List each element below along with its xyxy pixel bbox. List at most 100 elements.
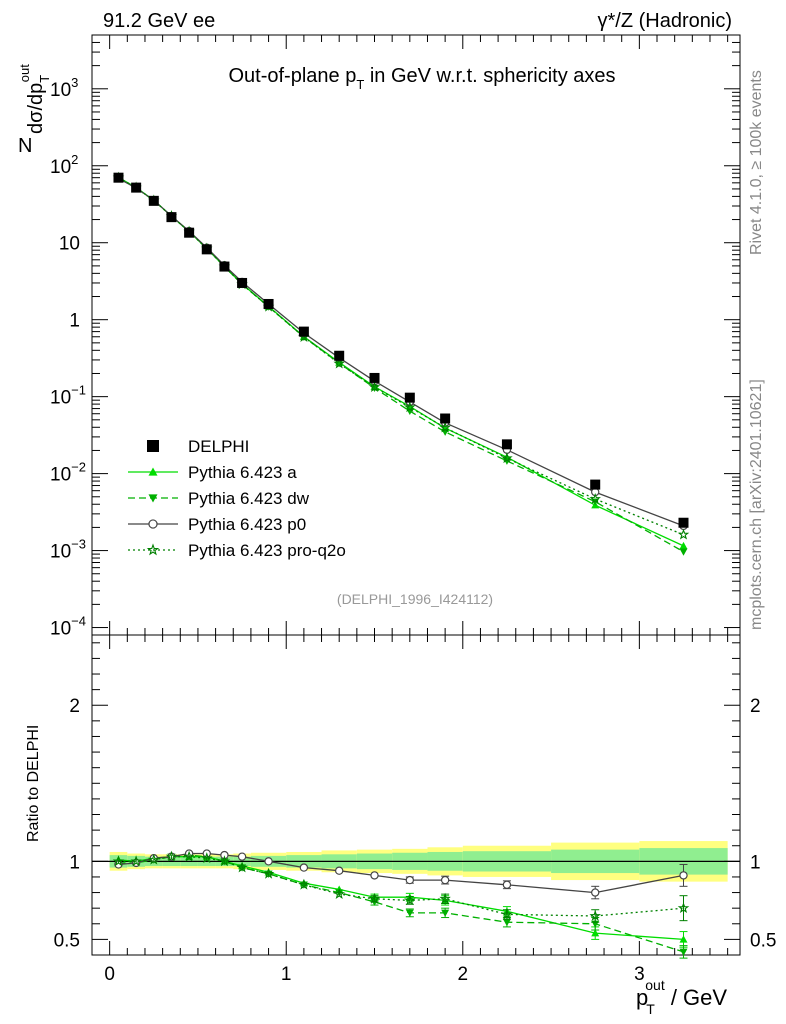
legend-marker [147, 440, 159, 452]
ratio-data [112, 849, 690, 959]
tick-exp: 3 [71, 75, 78, 90]
main-series-point [589, 492, 601, 504]
header-right: γ*/Z (Hadronic) [598, 10, 732, 32]
main-data-point [404, 392, 415, 403]
legend-label: Pythia 6.423 a [188, 463, 297, 482]
x-tick-label: 3 [634, 964, 645, 985]
rivet-label: Rivet 4.1.0, ≥ 100k events [748, 70, 765, 255]
main-series-point [439, 421, 451, 433]
ratio-series-point [148, 853, 160, 865]
ratio-axis: 0 1 2 3 0.5 0.5 1 1 2 2 [54, 635, 776, 985]
main-data-point [148, 195, 159, 206]
ylabel-main: dσ/dp [25, 83, 47, 134]
ratio-series-point [589, 909, 601, 921]
x-tick-label: 0 [104, 964, 115, 985]
main-data-point [237, 277, 248, 288]
ratio-series-point [183, 850, 195, 862]
ratio-series-point [677, 902, 690, 913]
ratio-series-point [502, 880, 512, 889]
ylabel-n: N [18, 135, 32, 157]
ylabel-sub: T [37, 75, 52, 83]
ratio-series-point [333, 888, 345, 900]
tick-exp: −3 [71, 537, 86, 552]
main-data-point [201, 244, 212, 255]
header-left: 91.2 GeV ee [103, 10, 215, 32]
ratio-series-point [591, 888, 600, 897]
tick-base: 10 [50, 388, 71, 409]
legend-marker [146, 543, 160, 556]
main-data-point [501, 439, 512, 450]
main-y-tick-label: 10−1 [50, 383, 86, 409]
main-series-point [679, 541, 688, 550]
ratio-series-point [130, 855, 142, 867]
ratio-series-point [218, 855, 231, 867]
main-y-tick-label: 10−4 [50, 614, 86, 640]
tick-base: 10 [50, 619, 71, 640]
tick-base: 10 [50, 465, 71, 486]
main-panel: Out-of-plane pT in GeV w.r.t. sphericity… [17, 34, 741, 640]
legend: DELPHI Pythia 6.423 a Pythia 6.423 dw Pythi… [128, 437, 346, 560]
ratio-series-point [679, 871, 688, 880]
legend-label: Pythia 6.423 dw [188, 489, 310, 508]
main-y-tick-label: 10−3 [50, 537, 86, 563]
x-tick-label: 1 [281, 964, 292, 985]
ratio-series-point [236, 861, 248, 873]
ratio-series-point [441, 909, 450, 917]
main-data-point [113, 172, 124, 183]
ratio-y-tick-label-right: 1 [750, 852, 761, 873]
main-y-tick-label: 1 [69, 311, 80, 332]
ratio-series-point [201, 852, 213, 864]
legend-marker [148, 519, 158, 529]
x-axis-label: pTout / GeV [636, 977, 727, 1017]
xlabel-p: p [636, 985, 648, 1010]
main-series-point [333, 357, 345, 369]
ratio-series-point [679, 935, 688, 943]
ratio-series-point [439, 892, 451, 904]
legend-label: Pythia 6.423 pro-q2o [188, 541, 346, 560]
legend-marker [148, 494, 158, 503]
main-y-tick-label: 102 [50, 152, 78, 178]
main-data-point [590, 479, 601, 490]
ratio-series-point [112, 855, 125, 867]
main-data-point [440, 413, 451, 424]
main-data-point [678, 517, 689, 528]
main-data-point [219, 261, 230, 272]
mcplots-label: mcplots.cern.ch [arXiv:2401.10621] [748, 379, 765, 630]
ratio-series-point [220, 850, 229, 860]
ratio-series-point [298, 878, 310, 890]
title-main: Out-of-plane p [228, 65, 356, 87]
main-series-point [677, 528, 690, 540]
legend-marker [148, 467, 158, 476]
legend-label: DELPHI [188, 437, 249, 456]
legend-label: Pythia 6.423 p0 [188, 515, 306, 534]
tick-exp: −1 [71, 383, 86, 398]
ratio-series-point [368, 892, 381, 904]
xlabel-sub: T [646, 1001, 655, 1017]
ratio-series-point [501, 908, 513, 920]
main-data-point [298, 326, 309, 337]
tick-exp: 2 [71, 152, 78, 167]
main-series-point [368, 381, 381, 393]
ratio-y-tick-label-right: 2 [750, 696, 761, 717]
main-data-point [184, 227, 195, 238]
ratio-y-tick-label: 1 [69, 852, 80, 873]
tick-base: 10 [50, 157, 71, 178]
main-data-point [369, 372, 380, 383]
watermark: (DELPHI_1996_I424112) [337, 591, 493, 607]
ratio-series-point [370, 871, 379, 880]
ratio-series-point [591, 929, 600, 937]
ratio-series-point [502, 919, 511, 927]
xlabel-rest: / GeV [665, 985, 728, 1010]
ratio-y-tick-label: 2 [69, 696, 80, 717]
ratio-frame [91, 634, 741, 956]
ratio-series-point [334, 866, 344, 875]
tick-exp: −2 [71, 460, 86, 475]
main-series-point [501, 452, 513, 464]
xlabel-sup: out [645, 977, 665, 993]
ratio-y-tick-label: 0.5 [54, 930, 80, 951]
ratio-series-point [404, 894, 416, 906]
ratio-series-point [165, 850, 178, 862]
x-tick-label: 2 [458, 964, 469, 985]
